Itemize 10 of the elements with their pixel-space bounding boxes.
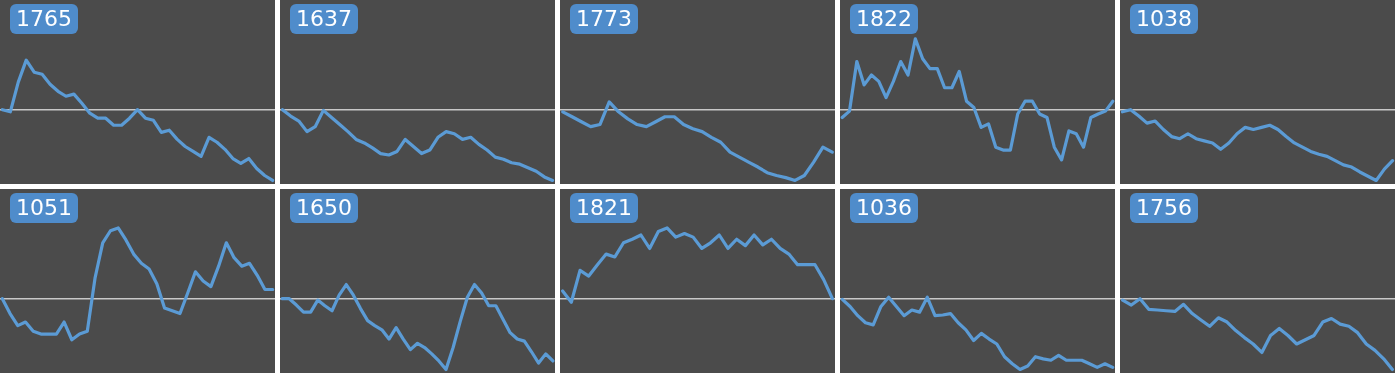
chart-title: 1765 — [10, 4, 78, 34]
chart-title: 1756 — [1130, 193, 1198, 223]
chart-title: 1822 — [850, 4, 918, 34]
chart-title: 1821 — [570, 193, 638, 223]
chart-title: 1773 — [570, 4, 638, 34]
chart-title: 1637 — [290, 4, 358, 34]
chart-title: 1051 — [10, 193, 78, 223]
chart-title: 1036 — [850, 193, 918, 223]
chart-title: 1650 — [290, 193, 358, 223]
chart-title: 1038 — [1130, 4, 1198, 34]
